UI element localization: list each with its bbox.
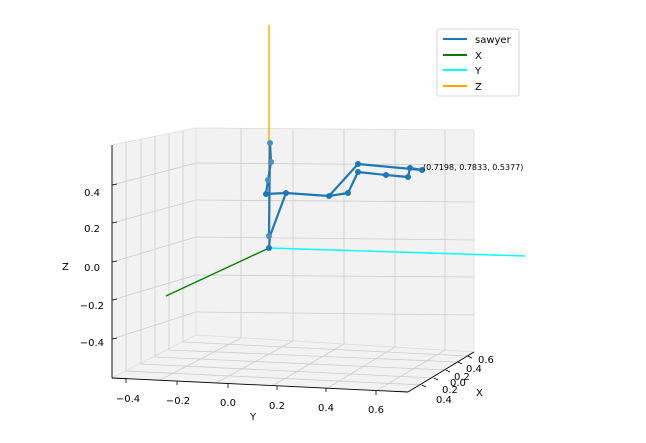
end-effector-annotation: (0.7198, 0.7833, 0.5377) (423, 163, 523, 172)
y-axis-label: Y (249, 412, 257, 423)
joint-marker (266, 233, 272, 239)
joint-marker (405, 174, 411, 180)
axis-lines (111, 145, 475, 393)
tick-marks (111, 183, 473, 395)
joint-marker (265, 177, 271, 183)
x-frame-line (165, 247, 270, 297)
y-tick-label: −0.2 (166, 396, 190, 407)
legend-box (436, 28, 520, 97)
y-tick-label: 0.2 (269, 401, 285, 412)
back-pane (195, 127, 475, 353)
joint-marker (267, 140, 273, 146)
gridlines (111, 128, 475, 392)
x-tick-label: 0.2 (454, 372, 470, 383)
x-tick-label: 0.4 (436, 395, 452, 406)
y-tick-labels: −0.4 −0.2 0.0 0.2 0.4 0.6 (116, 394, 384, 416)
y-frame-line (268, 247, 526, 257)
x-tick-label: 0.2 (442, 385, 458, 396)
x-axis-line (407, 351, 475, 393)
x-tick-label: 0.4 (466, 364, 482, 375)
x-tick-label: 0.6 (478, 355, 494, 366)
legend: sawyer X Y Z (436, 28, 520, 97)
z-tick-label: 0.2 (84, 224, 100, 235)
y-tick-label: 0.4 (318, 403, 334, 414)
joint-marker (355, 169, 361, 175)
joint-marker (355, 161, 361, 167)
z-tick-labels: 0.4 0.2 0.0 −0.2 −0.4 (80, 188, 104, 349)
joint-marker (383, 172, 389, 178)
joint-marker (407, 165, 413, 171)
z-tick-label: 0.0 (84, 263, 100, 274)
series-sawyer-line (264, 141, 424, 249)
z-tick-label: 0.4 (84, 188, 100, 199)
legend-label-y: Y (474, 66, 482, 77)
joint-marker (326, 193, 332, 199)
legend-label-z: Z (475, 82, 482, 93)
x-axis-label: X (476, 388, 483, 399)
x-tick-label: 0.0 (450, 378, 466, 389)
legend-label-sawyer: sawyer (475, 35, 512, 46)
joint-marker (419, 167, 425, 173)
y-tick-label: 0.6 (368, 405, 384, 416)
y-axis-line (111, 377, 409, 393)
z-tick-label: −0.2 (80, 301, 104, 312)
joint-marker (283, 190, 289, 196)
z-axis-label: Z (62, 262, 69, 273)
x-tick-labels: 0.6 0.4 0.2 0.0 0.2 0.4 (436, 355, 494, 406)
joint-marker (263, 191, 269, 197)
legend-label-x: X (475, 51, 482, 62)
y-tick-label: 0.0 (220, 398, 236, 409)
y-tick-label: −0.4 (116, 394, 140, 405)
z-tick-label: −0.4 (80, 338, 104, 349)
joint-marker (266, 245, 272, 251)
joint-marker (268, 159, 274, 165)
series-sawyer-markers (263, 140, 425, 251)
joint-marker (345, 190, 351, 196)
